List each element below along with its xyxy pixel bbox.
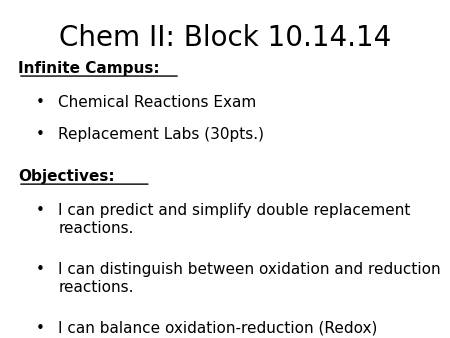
Text: •: •	[36, 262, 45, 277]
Text: •: •	[36, 203, 45, 218]
Text: Objectives:: Objectives:	[18, 169, 115, 184]
Text: I can balance oxidation-reduction (Redox)
reactions.: I can balance oxidation-reduction (Redox…	[58, 321, 378, 338]
Text: I can predict and simplify double replacement
reactions.: I can predict and simplify double replac…	[58, 203, 411, 236]
Text: •: •	[36, 321, 45, 336]
Text: Infinite Campus:: Infinite Campus:	[18, 61, 160, 76]
Text: •: •	[36, 127, 45, 142]
Text: I can distinguish between oxidation and reduction
reactions.: I can distinguish between oxidation and …	[58, 262, 441, 295]
Text: •: •	[36, 95, 45, 110]
Text: Chemical Reactions Exam: Chemical Reactions Exam	[58, 95, 257, 110]
Text: Chem II: Block 10.14.14: Chem II: Block 10.14.14	[59, 24, 391, 52]
Text: Replacement Labs (30pts.): Replacement Labs (30pts.)	[58, 127, 265, 142]
